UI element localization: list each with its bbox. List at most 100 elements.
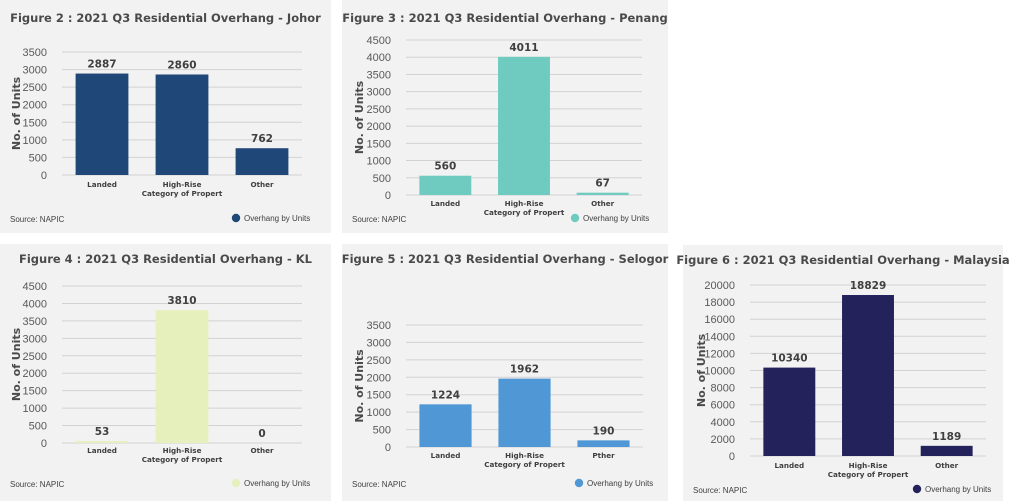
y-tick-label: 3500 <box>23 47 47 59</box>
y-tick-label: 2500 <box>367 355 391 367</box>
data-label: 18829 <box>850 280 887 292</box>
y-tick-label: 4000 <box>23 298 47 310</box>
bar-high-rise <box>842 295 894 456</box>
y-tick-label: 500 <box>373 173 391 185</box>
x-tick-label: Pther <box>592 451 615 460</box>
data-label: 560 <box>434 161 456 173</box>
legend-marker <box>570 213 580 223</box>
y-tick-label: 2000 <box>23 368 47 380</box>
y-tick-label: 14000 <box>704 331 735 343</box>
chart-panel-penang: Figure 3 : 2021 Q3 Residential Overhang … <box>342 0 668 233</box>
y-tick-label: 4000 <box>711 417 735 429</box>
y-axis-label: No. of Units <box>10 327 23 401</box>
bar-other <box>920 445 973 456</box>
chart-panel-selangor: Figure 5 : 2021 Q3 Residential Overhang … <box>342 244 669 501</box>
data-label: 4011 <box>509 42 538 54</box>
bar-landed <box>75 441 129 443</box>
y-tick-label: 1000 <box>367 407 391 419</box>
data-label: 762 <box>251 133 273 145</box>
y-tick-label: 2000 <box>711 434 735 446</box>
y-tick-label: 4500 <box>367 35 391 47</box>
y-tick-label: 3500 <box>367 69 391 81</box>
chart-panel-kl: Figure 4 : 2021 Q3 Residential Overhang … <box>0 244 331 501</box>
bar-chart-penang: Figure 3 : 2021 Q3 Residential Overhang … <box>342 11 667 224</box>
data-label: 190 <box>593 425 615 437</box>
bar-high-rise <box>155 74 209 175</box>
x-tick-label: Other <box>935 461 959 470</box>
x-tick-label: High-Rise <box>163 446 202 455</box>
source-note: Source: NAPIC <box>352 480 406 489</box>
bar-high-rise <box>498 378 551 447</box>
source-note: Source: NAPIC <box>693 486 747 495</box>
bar-chart-selangor: Figure 5 : 2021 Q3 Residential Overhang … <box>342 252 669 489</box>
y-tick-label: 3000 <box>23 333 47 345</box>
legend-marker <box>231 213 241 223</box>
x-tick-label: Other <box>250 446 274 455</box>
y-tick-label: 1500 <box>367 390 391 402</box>
y-axis-label: No. of Units <box>353 80 366 154</box>
data-label: 1962 <box>510 364 539 376</box>
x-tick-label: Landed <box>774 461 804 470</box>
bar-chart-johor: Figure 2 : 2021 Q3 Residential Overhang … <box>10 11 321 224</box>
y-tick-label: 1000 <box>23 135 47 147</box>
source-note: Source: NAPIC <box>352 215 406 224</box>
y-tick-label: 1500 <box>23 386 47 398</box>
y-tick-label: 0 <box>41 170 47 182</box>
legend-label: Overhang by Units <box>244 214 310 223</box>
y-tick-label: 3500 <box>23 316 47 328</box>
y-tick-label: 2500 <box>23 82 47 94</box>
bar-landed <box>419 175 472 195</box>
y-axis-label: No. of Units <box>695 333 708 407</box>
data-label: 2860 <box>167 59 196 71</box>
y-tick-label: 0 <box>385 190 391 202</box>
x-tick-label: Landed <box>430 199 460 208</box>
y-tick-label: 12000 <box>704 348 735 360</box>
x-tick-label: Other <box>250 180 274 189</box>
bar-landed <box>419 404 472 447</box>
y-tick-label: 500 <box>29 152 47 164</box>
legend-label: Overhang by Units <box>925 485 991 494</box>
chart-panel-johor: Figure 2 : 2021 Q3 Residential Overhang … <box>0 0 331 233</box>
bar-high-rise <box>498 56 550 195</box>
source-note: Source: NAPIC <box>10 215 64 224</box>
y-tick-label: 6000 <box>711 400 735 412</box>
data-label: 53 <box>95 426 110 438</box>
data-label: 0 <box>258 428 265 440</box>
y-tick-label: 3000 <box>367 337 391 349</box>
x-tick-label: High-Rise <box>163 180 202 189</box>
legend-label: Overhang by Units <box>583 214 649 223</box>
y-tick-label: 18000 <box>704 297 735 309</box>
data-label: 67 <box>595 178 610 190</box>
y-tick-label: 2000 <box>367 121 391 133</box>
y-tick-label: 3500 <box>367 320 391 332</box>
y-tick-label: 2500 <box>367 104 391 116</box>
x-axis-label: Category of Propert <box>142 189 223 198</box>
x-tick-label: High-Rise <box>505 451 544 460</box>
y-tick-label: 2500 <box>23 351 47 363</box>
y-tick-label: 3000 <box>367 87 391 99</box>
x-tick-label: Landed <box>431 451 461 460</box>
y-tick-label: 2000 <box>367 372 391 384</box>
y-tick-label: 4500 <box>23 281 47 293</box>
y-tick-label: 500 <box>29 421 47 433</box>
y-axis-label: No. of Units <box>353 349 366 423</box>
x-axis-label: Category of Propert <box>484 460 565 469</box>
bar-high-rise <box>155 310 209 443</box>
chart-title: Figure 5 : 2021 Q3 Residential Overhang … <box>342 252 669 266</box>
y-tick-label: 0 <box>729 451 735 463</box>
y-tick-label: 1000 <box>23 403 47 415</box>
data-label: 1224 <box>431 389 460 401</box>
chart-title: Figure 4 : 2021 Q3 Residential Overhang … <box>19 252 313 266</box>
bar-chart-kl: Figure 4 : 2021 Q3 Residential Overhang … <box>10 252 313 489</box>
bar-landed <box>763 367 816 456</box>
y-tick-label: 3000 <box>23 65 47 77</box>
x-tick-label: High-Rise <box>505 199 544 208</box>
y-tick-label: 16000 <box>704 314 735 326</box>
legend-label: Overhang by Units <box>244 479 310 488</box>
bar-other <box>235 148 289 175</box>
y-tick-label: 20000 <box>704 280 735 292</box>
bar-landed <box>75 73 129 175</box>
legend-marker <box>912 484 922 494</box>
x-tick-label: High-Rise <box>849 461 888 470</box>
y-tick-label: 500 <box>373 425 391 437</box>
